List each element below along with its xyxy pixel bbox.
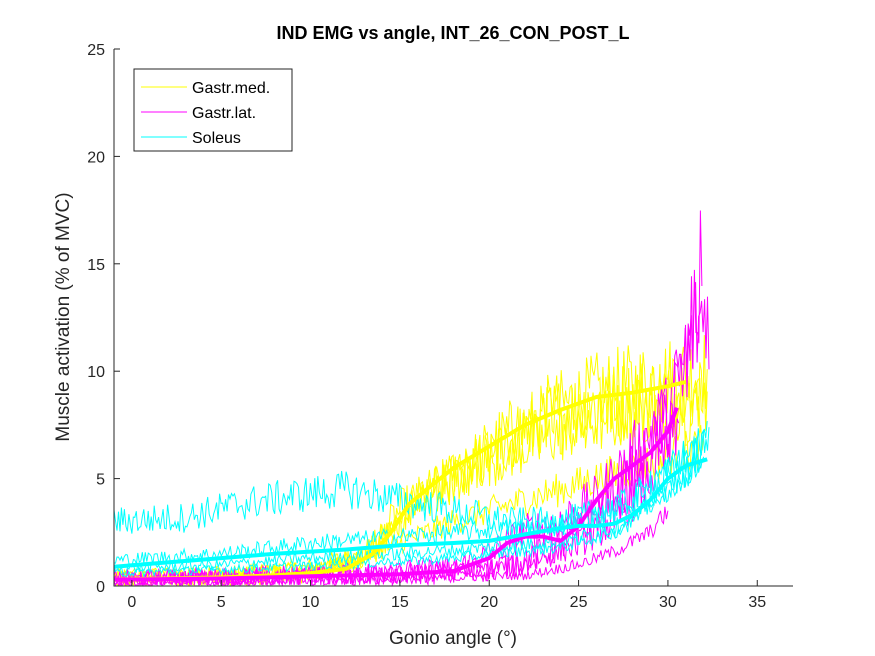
trial-line (113, 461, 701, 578)
x-tick-label: 0 (127, 594, 136, 611)
y-tick-label: 10 (87, 364, 105, 381)
trial-line (113, 421, 708, 567)
x-axis-label: Gonio angle (°) (389, 628, 517, 649)
y-tick-label: 0 (96, 579, 105, 596)
mean-line (113, 457, 708, 569)
x-tick-label: 5 (217, 594, 226, 611)
chart-title: IND EMG vs angle, INT_26_CON_POST_L (276, 23, 629, 43)
x-tick-label: 25 (570, 594, 588, 611)
legend-label: Soleus (192, 130, 241, 147)
legend-label: Gastr.med. (192, 80, 270, 97)
trial-line (113, 282, 710, 587)
x-tick-label: 20 (480, 594, 498, 611)
y-ticks: 0 5 10 15 20 25 (87, 42, 120, 596)
y-tick-label: 15 (87, 257, 105, 274)
mean-line (113, 406, 679, 582)
legend: Gastr.med. Gastr.lat. Soleus (133, 68, 293, 152)
trial-lines (113, 210, 710, 587)
x-ticks: 0 5 10 15 20 25 30 35 (127, 580, 766, 611)
y-axis-label: Muscle activation (% of MVC) (53, 192, 74, 441)
legend-label: Gastr.lat. (192, 105, 256, 122)
y-tick-label: 25 (87, 42, 105, 59)
x-tick-label: 35 (748, 594, 766, 611)
x-tick-label: 15 (391, 594, 409, 611)
y-tick-label: 5 (96, 472, 105, 489)
mean-lines (113, 379, 708, 582)
x-tick-label: 30 (659, 594, 677, 611)
x-tick-label: 10 (302, 594, 320, 611)
trial-line (113, 453, 705, 574)
trial-line (113, 506, 669, 587)
y-tick-label: 20 (87, 149, 105, 166)
